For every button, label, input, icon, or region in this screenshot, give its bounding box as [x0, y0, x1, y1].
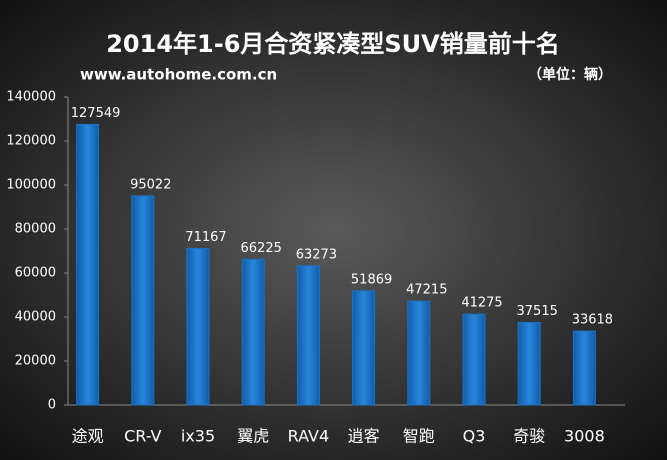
y-tick-label: 80000 [15, 222, 56, 237]
y-tick-label: 120000 [6, 134, 56, 149]
x-tick-label: CR-V [124, 427, 161, 446]
x-tick-label: 智跑 [403, 427, 435, 446]
x-tick-label: 逍客 [348, 427, 380, 446]
data-label: 47215 [406, 283, 447, 298]
bar [76, 123, 100, 406]
bar [241, 258, 265, 406]
y-tick-label: 60000 [15, 266, 56, 281]
bar [462, 313, 486, 406]
data-label: 51869 [351, 272, 392, 287]
data-label: 37515 [517, 304, 558, 319]
data-label: 95022 [130, 177, 171, 192]
bar [517, 321, 541, 406]
x-tick-label: RAV4 [288, 427, 330, 446]
y-tick-label: 140000 [6, 90, 56, 105]
x-tick-label: 3008 [564, 427, 605, 446]
subtitle: www.autohome.com.cn [80, 66, 277, 84]
x-tick-label: 翼虎 [237, 427, 269, 446]
data-label: 127549 [71, 106, 121, 121]
x-tick-label: 奇骏 [513, 427, 545, 446]
x-tick-label: ix35 [181, 427, 215, 446]
bar [131, 195, 155, 406]
bar [186, 247, 210, 406]
bar [352, 290, 376, 406]
x-tick-label: Q3 [463, 427, 486, 446]
data-label: 66225 [241, 241, 282, 256]
x-tick-label: 途观 [72, 427, 104, 446]
data-label: 71167 [185, 230, 226, 245]
bar [296, 265, 320, 406]
bar [572, 330, 596, 406]
unit: （单位：辆） [528, 66, 612, 83]
data-label: 63273 [296, 247, 337, 262]
bar [407, 300, 431, 406]
y-tick-label: 0 [48, 398, 56, 413]
y-tick-label: 100000 [6, 178, 56, 193]
chart-title: 2014年1-6月合资紧凑型SUV销量前十名 [106, 30, 560, 58]
y-tick-label: 20000 [15, 354, 56, 369]
y-tick-label: 40000 [15, 310, 56, 325]
data-label: 33618 [572, 313, 613, 328]
data-label: 41275 [461, 296, 502, 311]
